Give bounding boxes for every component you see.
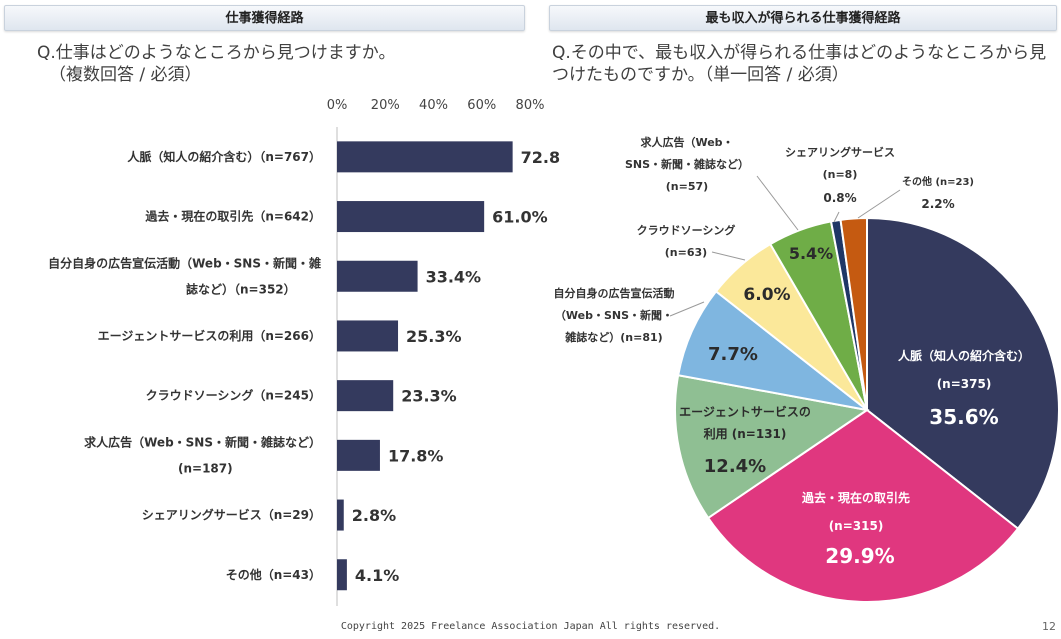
bar-value-label: 17.8% — [388, 446, 444, 465]
bar-category-label: 求人広告（Web・SNS・新聞・雑誌など）(n=187) — [84, 434, 321, 475]
bar — [337, 141, 513, 173]
bar — [337, 260, 418, 292]
pie-slice — [839, 216, 868, 411]
pie-slice — [677, 289, 868, 411]
x-tick-label: 80% — [516, 98, 545, 113]
bar-category-label: その他（n=43） — [226, 567, 321, 582]
pie-slice-label: エージェントサービスの利用 (n=131) — [679, 404, 811, 441]
x-tick-label: 60% — [467, 98, 496, 113]
x-tick-label: 20% — [371, 98, 400, 113]
bar — [337, 559, 347, 591]
bar-category-label: シェアリングサービス（n=29） — [142, 507, 321, 522]
copyright-footer: Copyright 2025 Freelance Association Jap… — [340, 621, 721, 632]
pie-slice-label: 人脈（知人の紹介含む）(n=375) — [898, 348, 1030, 391]
bar-chart: 0% 20% 40% 60% 80% 72.8% 人脈（知人の紹介含む）（n=767） 61.… — [48, 98, 560, 606]
question-left: Q.仕事はどのようなところから見つけますか。 （複数回答 / 必須） — [37, 42, 395, 86]
bar-value-label: 61.0% — [492, 208, 548, 227]
pie-slice-value: 35.6% — [929, 405, 998, 429]
leader-line — [833, 211, 840, 223]
bar — [337, 439, 380, 471]
pie-slice-label: その他 (n=23) — [902, 175, 974, 188]
pie-slice-value: 29.9% — [825, 544, 894, 568]
pie-slice — [674, 374, 870, 520]
pie-slice-label: シェアリングサービス(n=8) — [785, 145, 895, 181]
pie-slice-value: 0.8% — [823, 191, 856, 205]
pie-slice-label: 求人広告（Web・ SNS・新聞・雑誌など）(n=57) — [625, 135, 749, 193]
bar — [337, 201, 485, 233]
pie-slice-value: 5.4% — [789, 244, 833, 263]
question-left-main: Q.仕事はどのようなところから見つけますか。 — [37, 43, 396, 63]
bar-category-label: エージェントサービスの利用（n=266） — [98, 328, 321, 343]
bar-value-label: 25.3% — [406, 327, 462, 346]
bar — [337, 499, 344, 531]
pie-slice-value: 2.2% — [921, 197, 954, 211]
pie-slice-label: 過去・現在の取引先(n=315) — [801, 490, 910, 533]
pie-slice-value: 7.7% — [708, 344, 758, 365]
bar — [337, 320, 399, 352]
bar-category-label: 人脈（知人の紹介含む）（n=767） — [127, 149, 321, 164]
leader-line — [669, 301, 705, 317]
question-right: Q.その中で、最も収入が得られる仕事はどのようなところから見つけたものですか。（… — [552, 43, 1047, 85]
pie-chart: 人脈（知人の紹介含む）(n=375) 35.6% 過去・現在の取引先(n=315) 2… — [554, 135, 1060, 603]
pie-slice-label: 自分自身の広告宣伝活動（Web・SNS・新聞・雑誌など）(n=81) — [554, 286, 675, 344]
leader-line — [756, 175, 799, 231]
bar-value-label: 4.1% — [355, 566, 399, 585]
leader-line — [711, 251, 746, 261]
bar-value-label: 23.3% — [401, 387, 457, 406]
pie-slice — [866, 216, 1060, 531]
leader-line — [857, 189, 901, 219]
bar-category-label: クラウドソーシング（n=245） — [146, 388, 321, 403]
bar-value-label: 72.8% — [521, 148, 560, 167]
pie-slice-label: クラウドソーシング(n=63) — [637, 223, 736, 259]
x-tick-label: 40% — [419, 98, 448, 113]
pie-slice-value: 12.4% — [704, 456, 766, 477]
bar — [337, 380, 394, 412]
page-number: 12 — [1042, 620, 1056, 633]
question-left-sub: （複数回答 / 必須） — [49, 65, 202, 85]
section-header-right: 最も収入が得られる仕事獲得経路 — [549, 5, 1057, 31]
bar-category-label: 過去・現在の取引先（n=642） — [144, 209, 321, 224]
bar-category-label: 自分自身の広告宣伝活動（Web・SNS・新聞・雑誌など）（n=352） — [48, 255, 321, 296]
pie-slice-value: 6.0% — [743, 285, 790, 305]
bar-value-label: 2.8% — [352, 506, 396, 525]
pie-slice — [706, 408, 1020, 603]
x-tick-label: 0% — [327, 98, 348, 113]
bar-value-label: 33.4% — [426, 267, 482, 286]
section-header-left: 仕事獲得経路 — [4, 5, 525, 31]
